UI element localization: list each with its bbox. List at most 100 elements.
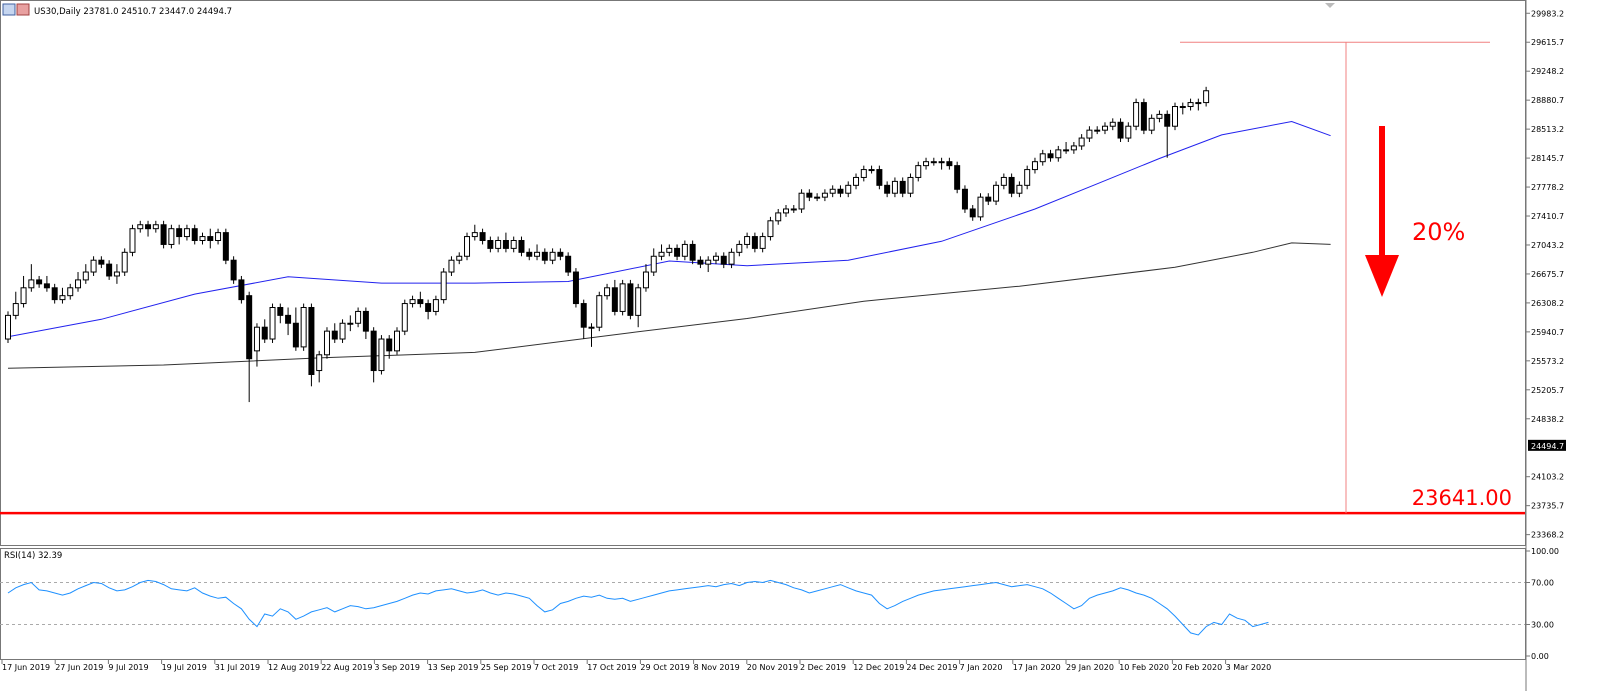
y-tick-label: 29983.2 [1531, 9, 1564, 18]
candle [565, 252, 572, 276]
y-tick-label: 24838.2 [1531, 415, 1564, 424]
y-tick-label: 29615.7 [1531, 38, 1564, 47]
x-tick-label: 12 Dec 2019 [853, 663, 904, 672]
candle [487, 236, 494, 253]
down-arrow-icon [1365, 126, 1399, 297]
x-tick-label: 19 Jul 2019 [162, 663, 207, 672]
y-tick-label: 25940.7 [1531, 328, 1564, 337]
candle [666, 244, 673, 257]
candle [471, 224, 478, 241]
candle [720, 252, 727, 269]
rsi-tick-label: 70.00 [1531, 579, 1554, 588]
candle [82, 264, 89, 284]
rsi-line [7, 579, 1269, 636]
y-tick-label: 27043.2 [1531, 241, 1564, 250]
x-tick-label: 20 Nov 2019 [747, 663, 798, 672]
candle [137, 220, 144, 233]
candle [1148, 114, 1155, 135]
window-icon [2, 3, 16, 16]
y-tick-label: 23735.7 [1531, 502, 1564, 511]
x-tick-label: 20 Feb 2020 [1172, 663, 1222, 672]
y-tick-label: 29248.2 [1531, 67, 1564, 76]
candle [1055, 145, 1062, 162]
candle [798, 189, 805, 213]
candle [323, 327, 330, 359]
candle [1000, 173, 1007, 190]
x-tick-label: 8 Nov 2019 [694, 663, 740, 672]
candle [1187, 98, 1194, 111]
candle [331, 323, 338, 343]
x-tick-label: 7 Oct 2019 [534, 663, 578, 672]
candle [67, 283, 74, 300]
candle [370, 327, 377, 383]
candle [43, 275, 50, 292]
main-chart-frame [0, 0, 1526, 546]
x-tick-label: 12 Aug 2019 [268, 663, 319, 672]
rsi-pane: RSI(14) 32.39 100.00 70.00 30.00 0.00 [0, 547, 1559, 661]
candle [222, 228, 229, 265]
candle [215, 228, 222, 245]
rsi-label: RSI(14) 32.39 [4, 551, 62, 561]
candle [1172, 102, 1178, 131]
candle [1008, 173, 1015, 198]
candle [627, 279, 634, 320]
candle [681, 240, 688, 261]
candle [51, 283, 58, 304]
candle [300, 303, 307, 351]
support-level-label: 23641.00 [1412, 486, 1512, 510]
candle [1078, 134, 1085, 150]
candle [580, 299, 587, 340]
candle [985, 193, 992, 206]
candle [168, 224, 175, 249]
candle [464, 232, 471, 261]
candle [230, 256, 237, 284]
candle [121, 248, 128, 276]
candle [891, 177, 898, 198]
y-tick-label: 28513.2 [1531, 125, 1564, 134]
chart-header: US30,Daily 23781.0 24510.7 23447.0 24494… [2, 3, 232, 17]
candle [409, 295, 416, 308]
candle [1179, 102, 1186, 115]
moving-average-layer [7, 120, 1331, 369]
candle [744, 232, 751, 249]
x-tick-label: 17 Jun 2019 [2, 663, 50, 672]
candle [697, 256, 704, 269]
x-tick-label: 29 Jan 2020 [1066, 663, 1114, 672]
candle [1101, 122, 1108, 135]
y-tick-label: 24103.2 [1531, 473, 1564, 482]
rsi-layer: 100.00 70.00 30.00 0.00 [0, 547, 1559, 661]
candle [572, 268, 579, 308]
rsi-tick-label: 0.00 [1531, 652, 1549, 661]
candle [362, 307, 369, 340]
last-price-box: 24494.7 [1528, 439, 1566, 451]
scroll-marker-icon [1325, 3, 1335, 8]
candle [518, 236, 525, 257]
candle [759, 232, 766, 253]
x-tick-label: 3 Mar 2020 [1226, 663, 1272, 672]
candle [930, 157, 937, 166]
candle [238, 275, 245, 304]
candle [5, 311, 11, 343]
x-tick-label: 9 Jul 2019 [108, 663, 148, 672]
candle [417, 291, 424, 308]
candle [308, 303, 315, 387]
candle [775, 208, 782, 225]
candle [876, 165, 883, 190]
candle [1016, 181, 1023, 198]
candle [658, 244, 665, 261]
y-tick-label: 25205.7 [1531, 386, 1564, 395]
symbol-header: US30,Daily 23781.0 24510.7 23447.0 24494… [34, 7, 232, 17]
x-tick-label: 13 Sep 2019 [428, 663, 479, 672]
candle [868, 165, 875, 174]
candle [642, 264, 649, 292]
moving-average-line-1 [7, 120, 1331, 338]
candle [510, 236, 517, 253]
candle [75, 272, 82, 292]
candle [1195, 98, 1202, 111]
x-tick-label: 17 Oct 2019 [587, 663, 636, 672]
candle [316, 350, 323, 383]
candle [946, 157, 953, 170]
candle [1109, 118, 1116, 131]
candle [907, 173, 914, 198]
